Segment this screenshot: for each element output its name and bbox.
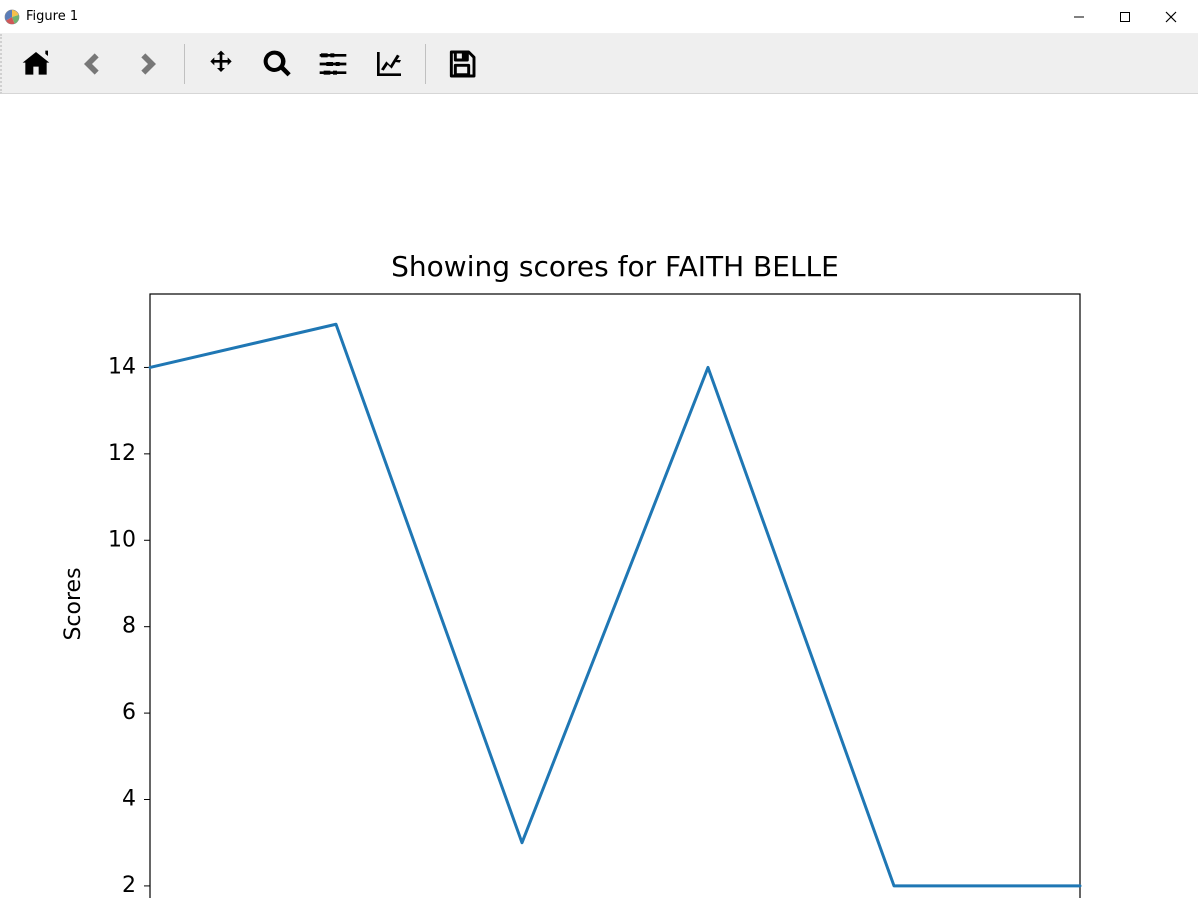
- ytick-label: 4: [122, 787, 136, 812]
- ytick-label: 8: [122, 614, 136, 639]
- ytick-label: 10: [108, 527, 136, 552]
- close-button[interactable]: [1148, 2, 1194, 32]
- window-title: Figure 1: [26, 9, 1056, 24]
- line-chart: 2468101214S1S2S3S4S5S6Showing scores for…: [0, 94, 1198, 898]
- window-titlebar: Figure 1: [0, 0, 1198, 34]
- maximize-button[interactable]: [1102, 2, 1148, 32]
- app-icon: [4, 9, 20, 25]
- save-button[interactable]: [440, 42, 484, 86]
- minimize-button[interactable]: [1056, 2, 1102, 32]
- matplotlib-toolbar: [0, 34, 1198, 94]
- pan-button[interactable]: [199, 42, 243, 86]
- ytick-label: 2: [122, 873, 136, 898]
- y-axis-label: Scores: [61, 567, 86, 640]
- toolbar-separator: [425, 44, 426, 84]
- configure-subplots-button[interactable]: [311, 42, 355, 86]
- ytick-label: 14: [108, 354, 136, 379]
- toolbar-separator: [184, 44, 185, 84]
- ytick-label: 6: [122, 700, 136, 725]
- zoom-button[interactable]: [255, 42, 299, 86]
- forward-button[interactable]: [126, 42, 170, 86]
- back-button[interactable]: [70, 42, 114, 86]
- window-controls: [1056, 2, 1194, 32]
- axes-edit-button[interactable]: [367, 42, 411, 86]
- ytick-label: 12: [108, 441, 136, 466]
- chart-title: Showing scores for FAITH BELLE: [391, 250, 839, 283]
- home-button[interactable]: [14, 42, 58, 86]
- plot-area: 2468101214S1S2S3S4S5S6Showing scores for…: [0, 94, 1198, 898]
